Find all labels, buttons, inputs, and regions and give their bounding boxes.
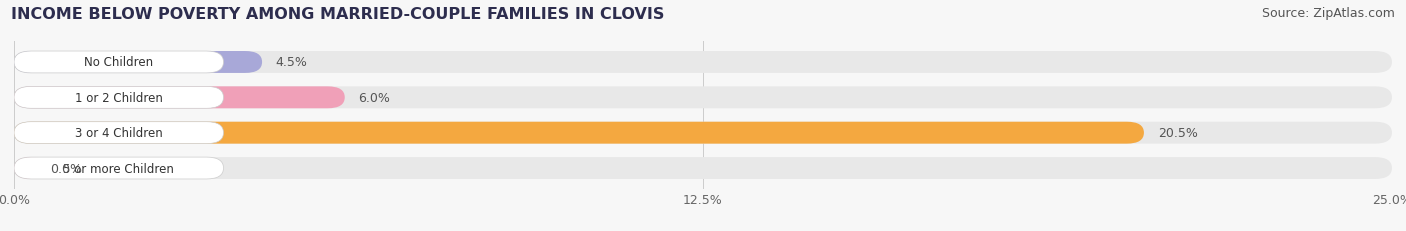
FancyBboxPatch shape — [14, 52, 1392, 74]
Text: 0.0%: 0.0% — [49, 162, 82, 175]
Text: INCOME BELOW POVERTY AMONG MARRIED-COUPLE FAMILIES IN CLOVIS: INCOME BELOW POVERTY AMONG MARRIED-COUPL… — [11, 7, 665, 22]
Text: Source: ZipAtlas.com: Source: ZipAtlas.com — [1261, 7, 1395, 20]
Text: 20.5%: 20.5% — [1157, 127, 1198, 140]
FancyBboxPatch shape — [14, 122, 224, 144]
FancyBboxPatch shape — [14, 87, 1392, 109]
FancyBboxPatch shape — [14, 52, 262, 74]
FancyBboxPatch shape — [14, 87, 344, 109]
FancyBboxPatch shape — [14, 157, 1392, 179]
Text: 3 or 4 Children: 3 or 4 Children — [75, 127, 163, 140]
FancyBboxPatch shape — [14, 87, 224, 109]
FancyBboxPatch shape — [14, 157, 224, 179]
Text: 4.5%: 4.5% — [276, 56, 308, 69]
Text: 6.0%: 6.0% — [359, 91, 391, 104]
FancyBboxPatch shape — [14, 122, 1392, 144]
Text: 5 or more Children: 5 or more Children — [63, 162, 174, 175]
Text: No Children: No Children — [84, 56, 153, 69]
Text: 1 or 2 Children: 1 or 2 Children — [75, 91, 163, 104]
FancyBboxPatch shape — [14, 157, 48, 179]
FancyBboxPatch shape — [14, 52, 224, 74]
FancyBboxPatch shape — [14, 122, 1144, 144]
